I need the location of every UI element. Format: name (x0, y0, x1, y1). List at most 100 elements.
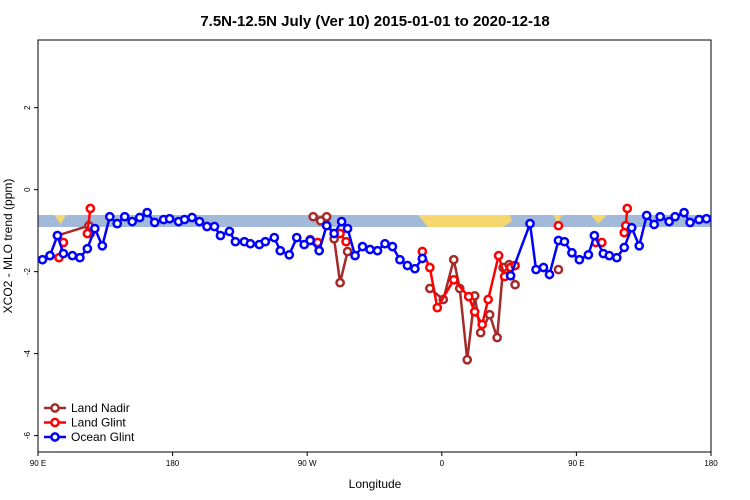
point (493, 250, 504, 261)
point (574, 254, 585, 265)
point (424, 262, 435, 273)
point (380, 238, 390, 249)
point (260, 236, 271, 247)
point (525, 218, 535, 229)
point (510, 279, 520, 290)
point (604, 250, 615, 261)
point (448, 274, 459, 285)
point (448, 254, 459, 265)
point (402, 260, 413, 271)
x-tick-label: 180 (704, 459, 718, 468)
point (45, 250, 55, 261)
point (357, 241, 368, 252)
legend-marker (50, 417, 60, 428)
point (329, 228, 339, 239)
point (694, 214, 704, 225)
x-tick-label: 180 (166, 459, 180, 468)
point (417, 253, 428, 264)
point (275, 245, 286, 256)
point (58, 248, 69, 259)
point (284, 249, 295, 260)
point (149, 217, 160, 228)
point (85, 203, 96, 214)
point (269, 232, 280, 243)
point (341, 236, 351, 247)
point (67, 250, 78, 261)
point (112, 218, 123, 229)
point (336, 216, 347, 227)
point (342, 223, 353, 234)
point (75, 252, 85, 263)
y-tick-label: 0 (23, 187, 32, 192)
point (477, 319, 488, 330)
point (619, 242, 630, 253)
point (372, 245, 383, 256)
x-axis-label: Longitude (349, 477, 402, 491)
point (410, 263, 420, 274)
point (142, 207, 153, 218)
point (589, 230, 600, 241)
point (655, 211, 666, 222)
point (245, 238, 256, 249)
point (462, 354, 473, 365)
point (641, 210, 652, 221)
legend-label: Land Glint (71, 416, 126, 430)
point (215, 230, 226, 241)
point (37, 254, 48, 265)
point (164, 213, 175, 224)
point (395, 254, 405, 265)
point (97, 240, 108, 251)
point (685, 217, 695, 228)
point (492, 332, 502, 343)
y-tick-label: -4 (23, 350, 32, 358)
point (567, 247, 577, 258)
point (134, 212, 145, 223)
point (553, 220, 564, 231)
point (483, 294, 494, 305)
point (224, 226, 235, 237)
point (305, 235, 316, 246)
x-tick-label: 0 (440, 459, 445, 468)
point (202, 221, 212, 232)
point (387, 241, 398, 252)
point (127, 216, 138, 227)
point (308, 211, 319, 222)
point (463, 291, 474, 302)
point (104, 211, 115, 222)
point (544, 269, 555, 280)
y-axis-label: XCO2 - MLO trend (ppm) (1, 179, 15, 314)
x-tick-label: 90 W (298, 459, 317, 468)
point (342, 246, 353, 257)
point (469, 306, 480, 317)
point (350, 250, 360, 261)
point (321, 220, 332, 231)
point (649, 219, 660, 230)
point (475, 327, 486, 338)
point (583, 249, 594, 260)
legend-label: Land Nadir (71, 401, 130, 415)
point (701, 213, 712, 224)
point (179, 214, 190, 225)
legend-label: Ocean Glint (71, 430, 135, 444)
point (622, 203, 633, 214)
point (291, 232, 302, 243)
point (664, 216, 674, 227)
point (611, 252, 622, 263)
point (679, 207, 689, 218)
legend-marker (50, 403, 60, 413)
point (432, 302, 443, 313)
point (365, 244, 375, 255)
point (531, 264, 541, 275)
point (553, 264, 564, 275)
point (321, 211, 332, 222)
chart-title: 7.5N-12.5N July (Ver 10) 2015-01-01 to 2… (200, 13, 549, 30)
point (194, 216, 205, 227)
plot-frame (37, 39, 712, 453)
point (505, 270, 516, 281)
point (634, 240, 645, 251)
legend-marker (50, 432, 60, 442)
y-tick-label: 2 (23, 105, 32, 110)
y-tick-label: -2 (23, 268, 32, 276)
point (335, 277, 345, 288)
